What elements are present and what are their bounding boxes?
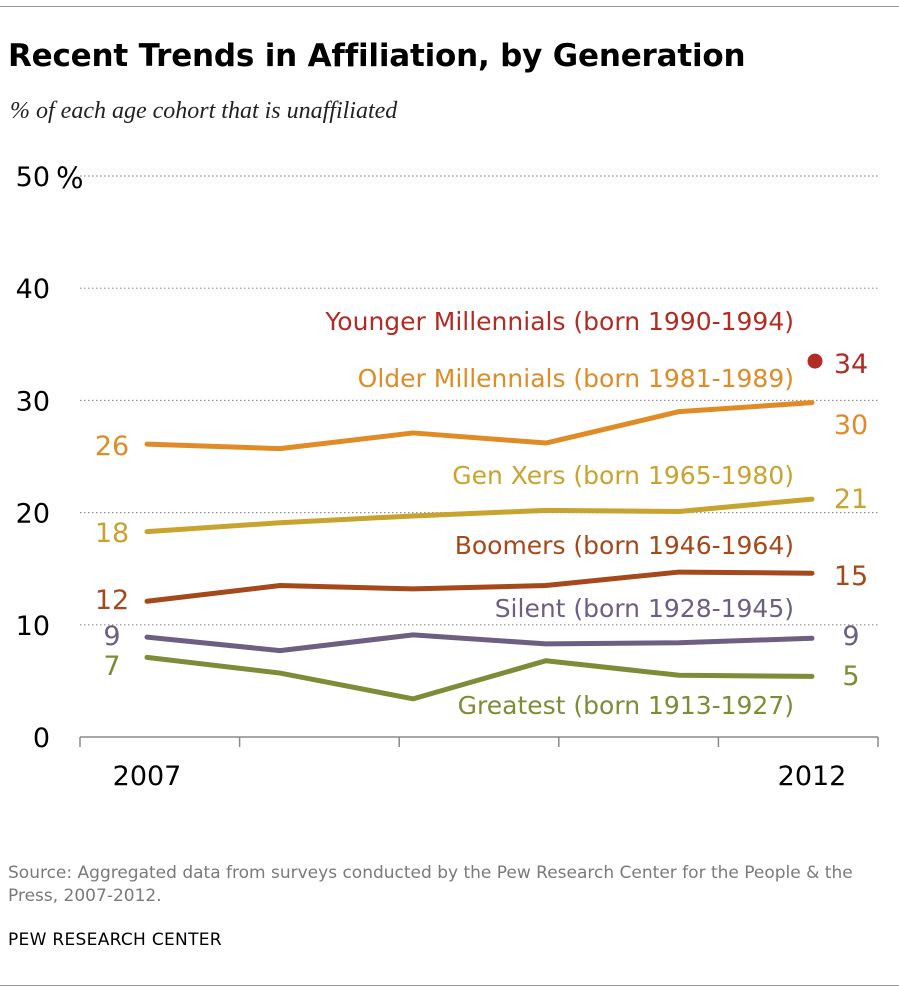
series-name-label: Gen Xers (born 1965-1980)	[452, 461, 794, 490]
series-markers	[807, 353, 823, 369]
y-tick-labels: 0 10 20 30 40 50	[16, 162, 50, 754]
series-name-label: Younger Millennials (born 1990-1994)	[324, 307, 794, 336]
organization-name: PEW RESEARCH CENTER	[8, 930, 222, 950]
y-tick-label: 0	[33, 723, 50, 754]
series-line	[144, 400, 815, 452]
x-tick-label: 2007	[113, 761, 182, 792]
series-name-label: Boomers (born 1946-1964)	[455, 531, 794, 560]
end-value-label: 15	[834, 561, 868, 592]
x-tick-labels: 2007 2012	[113, 761, 847, 792]
start-value-label: 12	[95, 585, 129, 616]
y-tick-label: 10	[16, 611, 50, 642]
series-name-label: Silent (born 1928-1945)	[495, 594, 794, 623]
y-unit-label: %	[56, 161, 84, 195]
x-tick-label: 2012	[778, 761, 847, 792]
series-name-labels: Younger Millennials (born 1990-1994) Olde…	[324, 307, 794, 720]
series-name-label: Older Millennials (born 1981-1989)	[358, 364, 794, 393]
top-rule	[0, 6, 899, 7]
line-chart: 0 10 20 30 40 50 % 2007 2012 Younger Millennia…	[16, 161, 879, 792]
y-tick-label: 20	[16, 499, 50, 530]
start-value-label: 26	[95, 431, 129, 462]
series-name-label: Greatest (born 1913-1927)	[458, 691, 794, 720]
series-line	[144, 654, 815, 702]
chart-subtitle: % of each age cohort that is unaffiliate…	[10, 98, 398, 124]
gridlines	[80, 175, 878, 626]
y-tick-label: 40	[16, 274, 50, 305]
start-value-label: 9	[103, 621, 120, 652]
bottom-rule	[0, 985, 899, 986]
end-value-label: 30	[834, 410, 868, 441]
end-value-label: 34	[834, 349, 868, 380]
y-tick-label: 30	[16, 386, 50, 417]
end-value-label: 9	[842, 621, 859, 652]
start-value-label: 7	[103, 651, 120, 682]
series-lines	[144, 400, 815, 702]
series-line	[144, 569, 815, 604]
series-line	[144, 632, 815, 654]
series-line	[144, 496, 815, 535]
source-note: Source: Aggregated data from surveys con…	[8, 863, 853, 906]
end-value-label: 21	[834, 484, 868, 515]
end-value-label: 5	[842, 661, 859, 692]
younger-millennials-marker	[807, 353, 823, 369]
start-value-label: 18	[95, 518, 129, 549]
y-tick-label: 50	[16, 162, 50, 193]
chart-title: Recent Trends in Affiliation, by Generat…	[8, 38, 746, 74]
x-ticks	[79, 737, 879, 747]
